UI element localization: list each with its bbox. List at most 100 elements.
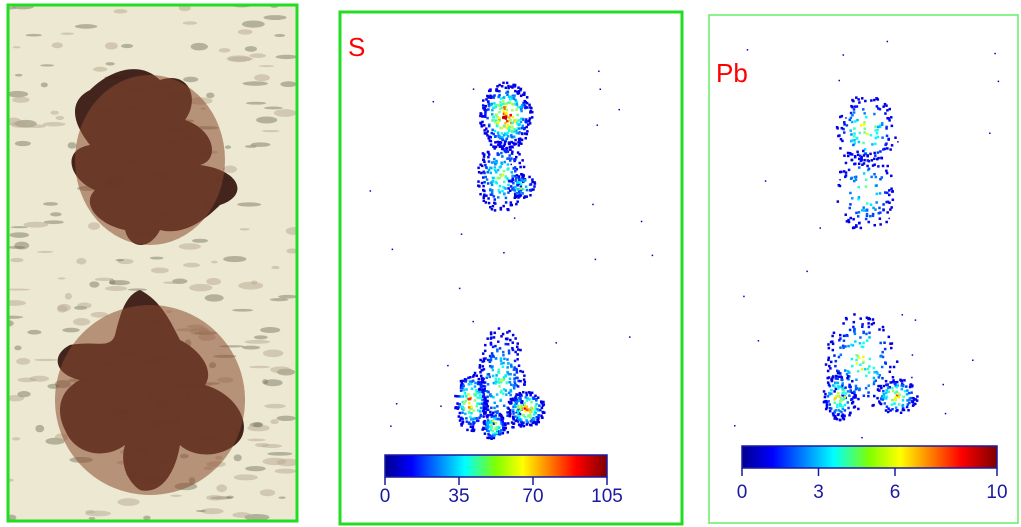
map-pixel: [454, 395, 457, 398]
map-pixel: [496, 350, 499, 353]
map-pixel: [479, 383, 482, 386]
map-pixel: [495, 160, 498, 163]
map-pixel: [892, 199, 895, 202]
map-pixel: [886, 211, 889, 214]
map-pixel: [507, 163, 510, 166]
map-pixel: [502, 100, 505, 103]
map-pixel: [859, 342, 862, 345]
map-pixel: [485, 415, 488, 418]
map-pixel: [506, 120, 509, 123]
map-pixel: [476, 420, 479, 423]
map-pixel: [842, 322, 845, 325]
map-pixel: [528, 119, 531, 122]
map-pixel: [855, 96, 858, 99]
map-pixel: [889, 371, 892, 374]
map-pixel: [882, 329, 885, 332]
map-pixel: [853, 132, 856, 135]
texture-speck: [128, 288, 147, 291]
map-pixel: [824, 393, 827, 396]
map-pixel: [838, 134, 841, 137]
map-pixel: [510, 402, 513, 405]
map-pixel: [841, 382, 844, 385]
map-pixel: [912, 403, 915, 406]
map-pixel: [515, 368, 518, 371]
map-pixel: [517, 90, 520, 93]
map-pixel: [482, 404, 485, 407]
map-pixel: [525, 121, 528, 124]
map-pixel: [873, 99, 876, 102]
map-pixel: [882, 326, 885, 329]
map-pixel: [883, 341, 886, 344]
texture-speck: [60, 32, 74, 34]
map-pixel: [902, 404, 905, 407]
map-pixel: [877, 126, 880, 128]
map-pixel: [515, 401, 518, 404]
map-pixel: [945, 413, 947, 415]
map-pixel: [836, 404, 839, 407]
map-pixel: [873, 367, 876, 370]
map-pixel: [517, 385, 520, 388]
map-pixel: [832, 384, 835, 387]
map-pixel: [863, 159, 866, 162]
map-pixel: [524, 107, 527, 110]
map-pixel: [862, 356, 865, 359]
map-pixel: [500, 414, 503, 417]
texture-speck: [52, 42, 63, 48]
map-pixel: [879, 108, 882, 111]
map-pixel: [512, 341, 515, 344]
map-pixel: [506, 371, 509, 374]
colorbar-tick-label: 35: [448, 486, 469, 507]
map-pixel: [843, 398, 846, 401]
map-pixel: [484, 164, 487, 167]
map-pixel: [518, 364, 521, 367]
map-pixel: [530, 401, 533, 404]
map-pixel: [477, 396, 480, 399]
map-pixel: [503, 376, 506, 379]
map-pixel: [840, 354, 843, 357]
map-pixel: [839, 147, 842, 150]
map-pixel: [521, 422, 524, 425]
map-pixel: [857, 398, 860, 401]
map-pixel: [509, 394, 512, 397]
texture-speck: [183, 263, 200, 268]
map-pixel: [527, 123, 530, 126]
map-pixel: [503, 423, 506, 426]
texture-speck: [105, 42, 118, 49]
map-pixel: [849, 129, 852, 132]
map-pixel: [857, 154, 860, 157]
map-pixel: [856, 151, 859, 154]
map-pixel: [806, 271, 808, 273]
map-pixel: [867, 384, 870, 387]
map-pixel: [858, 141, 861, 144]
map-pixel: [482, 152, 485, 155]
map-pixel: [853, 321, 856, 324]
map-pixel: [487, 423, 490, 426]
map-pixel: [856, 119, 859, 122]
map-pixel: [481, 125, 484, 128]
map-pixel: [497, 418, 500, 421]
map-pixel: [884, 191, 887, 194]
map-pixel: [511, 171, 514, 174]
map-pixel: [864, 368, 867, 371]
map-pixel: [881, 377, 884, 380]
map-pixel: [823, 390, 826, 393]
map-pixel: [487, 156, 490, 159]
map-pixel: [902, 396, 905, 399]
map-pixel: [505, 343, 508, 346]
colorbar-tick-label: 3: [813, 482, 824, 503]
map-pixel: [483, 129, 486, 132]
map-pixel: [491, 426, 494, 429]
map-pixel: [851, 121, 854, 124]
map-pixel: [510, 164, 512, 166]
map-pixel: [497, 117, 500, 120]
map-pixel: [866, 165, 869, 168]
map-pixel: [885, 397, 888, 400]
map-pixel: [541, 416, 544, 419]
map-pixel: [853, 111, 856, 114]
map-pixel: [870, 176, 873, 179]
map-pixel: [851, 114, 854, 117]
map-pixel: [878, 376, 881, 379]
map-pixel: [873, 371, 876, 374]
map-pixel: [502, 392, 505, 395]
map-pixel: [501, 421, 504, 424]
